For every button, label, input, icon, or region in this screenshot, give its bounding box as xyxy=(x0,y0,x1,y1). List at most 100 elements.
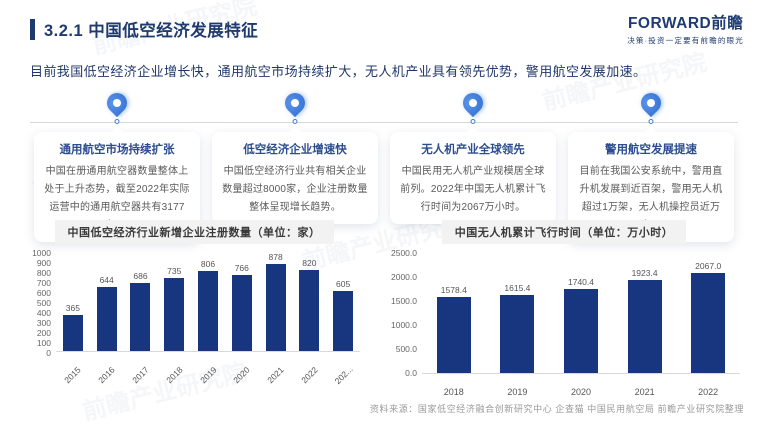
feature-column: 无人机产业全球领先 中国民用无人机产业规模居全球前列。2022年中国无人机累计飞… xyxy=(390,88,556,242)
x-tick-label: 2019 xyxy=(197,364,219,386)
feature-body: 中国低空经济行业共有相关企业数量超过8000家，企业注册数量整体呈现增长趋势。 xyxy=(222,166,368,213)
y-tick-label: 900 xyxy=(36,257,51,268)
intro-text: 目前我国低空经济企业增长快，通用航空市场持续扩大，无人机产业具有领先优势，警用航… xyxy=(30,64,647,79)
y-axis: 2500.0 2000.0 1500.0 1000.0 500.0 0.0 xyxy=(388,248,422,379)
bar xyxy=(198,271,219,351)
bar-value-label: 1615.4 xyxy=(504,282,531,293)
bar-column: 878 xyxy=(259,252,293,351)
y-tick-label: 100 xyxy=(36,337,51,348)
y-tick-label: 2500.0 xyxy=(391,247,417,258)
feature-column: 通用航空市场持续扩张 中国在册通用航空器数量整体上处于上升态势，截至2022年实… xyxy=(34,88,200,242)
plot-area: 365 644 686 735 806 766 878 820 605 xyxy=(56,252,360,352)
y-tick-label: 300 xyxy=(36,317,51,328)
y-tick-label: 200 xyxy=(36,327,51,338)
bar-value-label: 1740.4 xyxy=(567,276,594,287)
bar-column: 644 xyxy=(90,252,124,351)
timeline-dot-icon xyxy=(292,119,298,124)
bar xyxy=(691,272,726,373)
bar-column: 2067.0 xyxy=(676,252,740,373)
x-tick-label: 2022 xyxy=(299,364,320,386)
feature-title: 警用航空发展提速 xyxy=(605,144,697,156)
feature-card: 警用航空发展提速 目前在我国公安系统中，警用直升机发展到近百架，警用无人机超过1… xyxy=(568,126,734,242)
x-tick-label: 2019 xyxy=(507,387,528,397)
bar xyxy=(436,296,471,373)
bar xyxy=(62,314,83,351)
bar xyxy=(96,287,117,351)
feature-column: 低空经济企业增速快 中国低空经济行业共有相关企业数量超过8000家，企业注册数量… xyxy=(212,88,378,242)
bar-value-label: 365 xyxy=(65,302,80,313)
x-tick-label: 2018 xyxy=(443,387,464,397)
y-tick-label: 1500.0 xyxy=(391,295,417,306)
title-accent-bar xyxy=(30,18,35,40)
timeline-dot-icon xyxy=(648,119,654,124)
bar-column: 365 xyxy=(56,252,90,351)
y-tick-label: 400 xyxy=(36,307,51,318)
y-tick-label: 2000.0 xyxy=(391,271,417,282)
bar-column: 806 xyxy=(191,252,225,351)
registrations-bar-chart: 中国低空经济行业新增企业注册数量（单位：家） 1000 900 800 700 600 5… xyxy=(28,220,360,395)
x-tick-label: 2020 xyxy=(231,364,253,386)
bar-value-label: 1578.4 xyxy=(440,284,467,295)
brand-logo: FORWARD前瞻 决策·投资一定要有前瞻的眼光 xyxy=(627,11,744,46)
y-tick-label: 500 xyxy=(36,297,51,308)
feature-title: 通用航空市场持续扩张 xyxy=(59,144,175,156)
brand-tagline: 决策·投资一定要有前瞻的眼光 xyxy=(627,36,744,45)
bar-column: 766 xyxy=(225,252,259,351)
timeline-dot-icon xyxy=(114,119,120,124)
bar-column: 1923.4 xyxy=(613,252,677,373)
bar-column: 820 xyxy=(292,252,326,351)
bar xyxy=(164,278,185,351)
source-note: 资料来源：国家低空经济融合创新研究中心 企查猫 中国民用航空局 前瞻产业研究院整… xyxy=(369,404,744,414)
feature-card: 低空经济企业增速快 中国低空经济行业共有相关企业数量超过8000家，企业注册数量… xyxy=(212,126,378,224)
feature-body: 中国民用无人机产业规模居全球前列。2022年中国无人机累计飞行时间为2067万小… xyxy=(400,166,546,213)
y-tick-label: 800 xyxy=(36,267,51,278)
bar-value-label: 2067.0 xyxy=(695,260,722,271)
y-tick-label: 1000.0 xyxy=(391,320,417,331)
x-tick-label: 2021 xyxy=(634,387,655,397)
x-tick-label: 2015 xyxy=(62,364,84,386)
bar xyxy=(627,279,662,373)
x-tick-label: 2022 xyxy=(698,387,719,397)
y-tick-label: 1000 xyxy=(32,247,51,258)
bar-column: 1578.4 xyxy=(422,252,486,373)
features-row: 通用航空市场持续扩张 中国在册通用航空器数量整体上处于上升态势，截至2022年实… xyxy=(28,88,740,242)
x-tick-label: 2021 xyxy=(265,364,286,386)
feature-title: 低空经济企业增速快 xyxy=(243,144,347,156)
feature-card: 无人机产业全球领先 中国民用无人机产业规模居全球前列。2022年中国无人机累计飞… xyxy=(390,126,556,224)
bar-column: 686 xyxy=(124,252,158,351)
x-tick-label: 2020 xyxy=(570,387,591,397)
flight-hours-bar-chart: 中国无人机累计飞行时间（单位：万小时） 2500.0 2000.0 1500.0 10… xyxy=(388,220,740,397)
header: 3.2.1 中国低空经济发展特征 xyxy=(30,17,258,41)
bar-value-label: 766 xyxy=(234,263,249,274)
x-axis: 2018 2019 2020 2021 2022 xyxy=(422,383,740,397)
bar-value-label: 806 xyxy=(200,259,216,270)
page-title: 3.2.1 中国低空经济发展特征 xyxy=(44,22,259,40)
bar-value-label: 1923.4 xyxy=(631,267,658,278)
plot-area: 1578.4 1615.4 1740.4 1923.4 2067.0 xyxy=(422,252,740,374)
bar-value-label: 820 xyxy=(302,257,317,268)
bar xyxy=(130,283,151,351)
bar xyxy=(563,288,598,373)
chart-title: 中国无人机累计飞行时间（单位：万小时） xyxy=(441,220,687,244)
bar xyxy=(333,291,354,351)
timeline-dot-icon xyxy=(470,119,476,124)
feature-column: 警用航空发展提速 目前在我国公安系统中，警用直升机发展到近百架，警用无人机超过1… xyxy=(568,88,734,242)
y-tick-label: 500.0 xyxy=(395,344,417,355)
feature-title: 无人机产业全球领先 xyxy=(421,144,525,156)
y-axis: 1000 900 800 700 600 500 400 300 200 100 0 xyxy=(28,247,56,358)
brand-logo-text: FORWARD前瞻 xyxy=(627,15,744,32)
y-tick-label: 700 xyxy=(36,277,51,288)
bar xyxy=(299,269,320,351)
bar-column: 1740.4 xyxy=(549,252,613,373)
bar-column: 1615.4 xyxy=(486,252,550,373)
y-tick-label: 600 xyxy=(36,287,51,298)
timeline-line xyxy=(30,122,738,123)
x-tick-label: 2018 xyxy=(164,364,185,386)
bar xyxy=(265,264,286,351)
bar-column: 605 xyxy=(326,252,360,351)
x-tick-label: 2016 xyxy=(96,364,117,386)
location-pin-icon xyxy=(636,88,666,118)
bar-value-label: 605 xyxy=(336,279,351,290)
location-pin-icon xyxy=(280,88,310,118)
bar xyxy=(500,294,535,373)
